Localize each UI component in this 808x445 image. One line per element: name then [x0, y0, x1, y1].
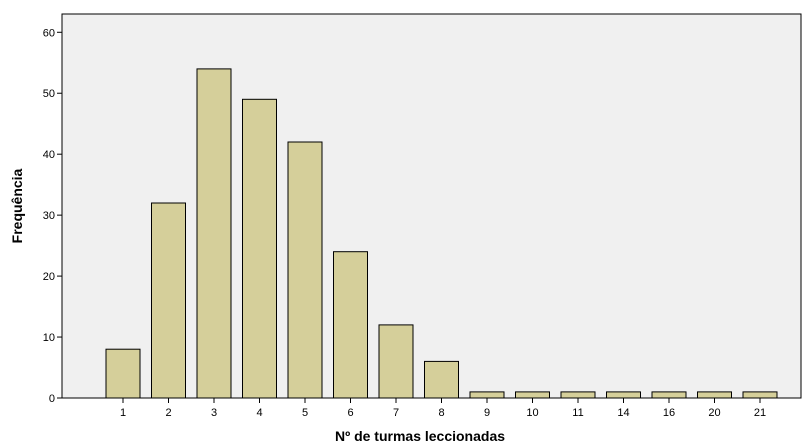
x-tick-label-8: 8	[438, 407, 444, 419]
y-axis: 0 10 20 30 40 50 60	[43, 27, 62, 405]
y-tick-label-50: 50	[43, 88, 55, 100]
bar-5	[287, 141, 323, 399]
bar-14	[606, 391, 641, 399]
bar-16	[651, 391, 687, 399]
x-tick-label-5: 5	[302, 407, 308, 419]
x-axis-title: Nº de turmas leccionadas	[335, 428, 505, 444]
y-tick-label-60: 60	[43, 27, 55, 39]
bar-1	[105, 348, 141, 399]
bar-4	[242, 98, 277, 399]
x-tick-label-4: 4	[256, 407, 262, 419]
bar-8	[424, 360, 459, 399]
x-tick-label-9: 9	[484, 407, 490, 419]
bars-group	[105, 68, 778, 399]
x-tick-label-2: 2	[165, 407, 171, 419]
x-tick-label-7: 7	[393, 407, 399, 419]
bar-7	[378, 324, 414, 399]
x-tick-label-14: 14	[617, 407, 629, 419]
y-tick-label-40: 40	[43, 149, 55, 161]
bar-20	[697, 391, 732, 399]
x-tick-label-10: 10	[526, 407, 538, 419]
x-tick-label-6: 6	[347, 407, 353, 419]
x-tick-label-11: 11	[572, 407, 583, 419]
x-tick-label-1: 1	[120, 407, 126, 419]
bar-6	[333, 251, 368, 399]
y-tick-label-20: 20	[43, 271, 55, 283]
x-axis: 1 2 3 4 5 6 7 8 9 10 11 14 16 20 21	[120, 398, 766, 419]
x-tick-label-21: 21	[754, 407, 766, 419]
y-tick-label-0: 0	[49, 393, 55, 405]
bar-2	[151, 202, 186, 399]
y-tick-label-10: 10	[43, 332, 55, 344]
bar-10	[515, 391, 550, 399]
bar-9	[469, 391, 505, 399]
x-tick-label-16: 16	[663, 407, 675, 419]
y-axis-title: Frequência	[9, 168, 25, 243]
bar-21	[742, 391, 778, 399]
bar-3	[196, 68, 232, 399]
y-tick-label-30: 30	[43, 210, 55, 222]
bar-11	[560, 391, 596, 399]
x-tick-label-20: 20	[708, 407, 720, 419]
x-tick-label-3: 3	[211, 407, 217, 419]
